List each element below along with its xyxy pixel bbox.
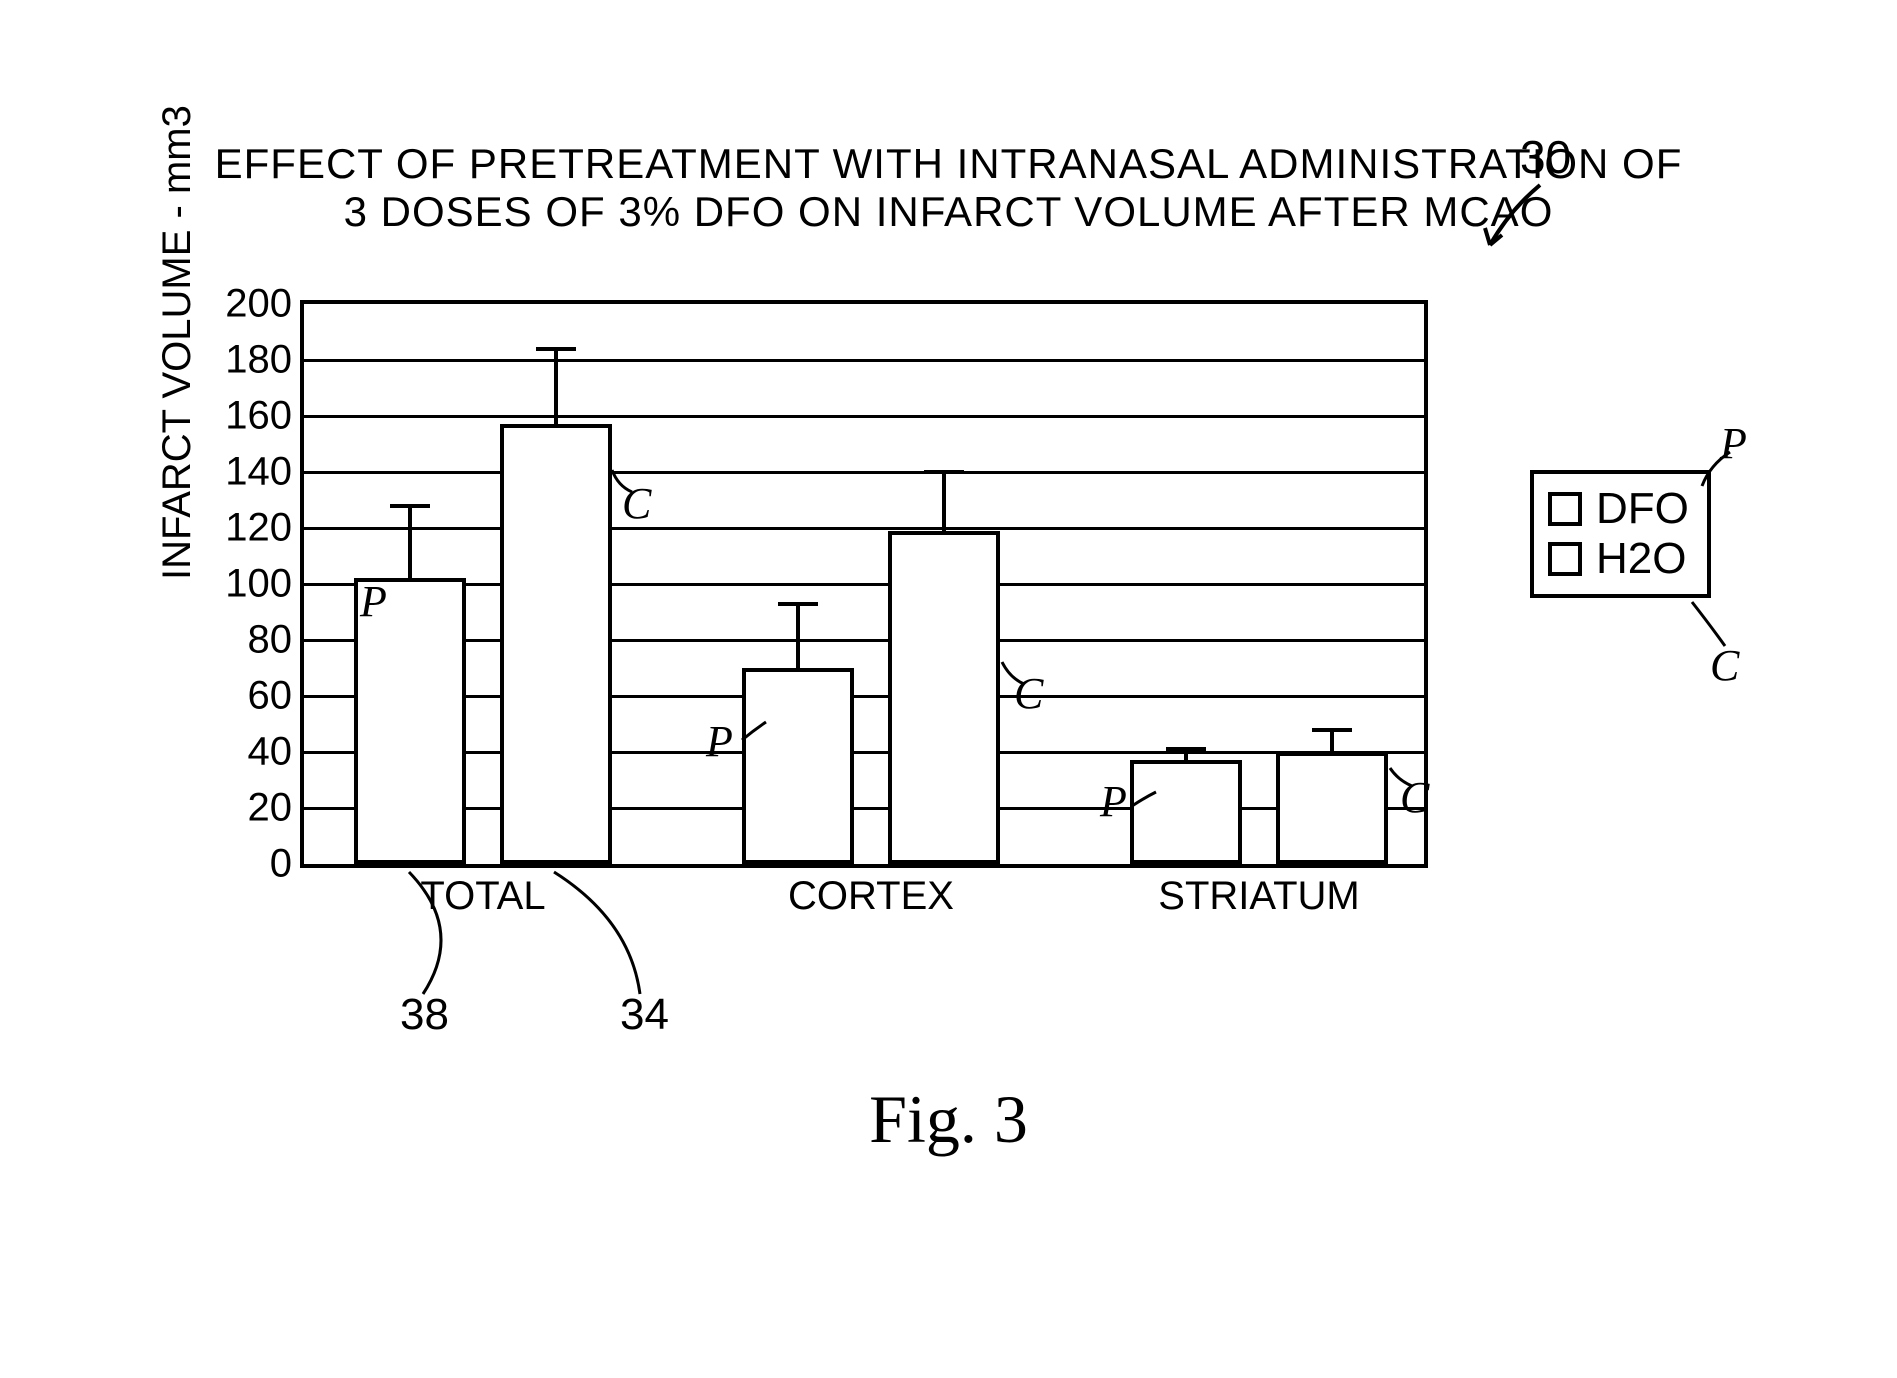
error-bar bbox=[1330, 730, 1334, 752]
lead-line bbox=[610, 468, 640, 498]
lead-line bbox=[740, 720, 770, 750]
gridline bbox=[304, 807, 1424, 810]
error-bar bbox=[796, 604, 800, 668]
bar-cortex-dfo bbox=[742, 668, 854, 864]
bar-striatum-h2o bbox=[1276, 752, 1388, 864]
gridline bbox=[304, 359, 1424, 362]
figure-caption: Fig. 3 bbox=[0, 1080, 1897, 1159]
gridline bbox=[304, 527, 1424, 530]
legend-item-dfo: DFO bbox=[1548, 484, 1689, 534]
legend: DFO H2O bbox=[1530, 470, 1711, 598]
y-tick-label: 160 bbox=[225, 394, 304, 439]
x-category-label: STRIATUM bbox=[1158, 864, 1359, 919]
lead-line bbox=[1690, 600, 1750, 650]
gridline bbox=[304, 471, 1424, 474]
bar-total-h2o bbox=[500, 424, 612, 864]
lead-line bbox=[550, 870, 670, 1000]
bar-cortex-h2o bbox=[888, 531, 1000, 864]
y-tick-label: 80 bbox=[248, 618, 305, 663]
annotation-p: P bbox=[360, 576, 387, 627]
error-bar-cap bbox=[536, 347, 576, 351]
figure-page: EFFECT OF PRETREATMENT WITH INTRANASAL A… bbox=[0, 0, 1897, 1378]
lead-line bbox=[1130, 790, 1160, 816]
lead-line bbox=[1000, 660, 1030, 690]
y-tick-label: 100 bbox=[225, 562, 304, 607]
chart-plot-area: 020406080100120140160180200TOTALCORTEXST… bbox=[300, 300, 1428, 868]
annotation-p: P bbox=[1100, 776, 1127, 827]
y-tick-label: 20 bbox=[248, 786, 305, 831]
y-tick-label: 60 bbox=[248, 674, 305, 719]
error-bar-cap bbox=[924, 470, 964, 474]
gridline bbox=[304, 751, 1424, 754]
error-bar-cap bbox=[778, 602, 818, 606]
error-bar bbox=[942, 472, 946, 531]
title-line-1: EFFECT OF PRETREATMENT WITH INTRANASAL A… bbox=[0, 140, 1897, 188]
legend-swatch-icon bbox=[1548, 492, 1582, 526]
error-bar bbox=[408, 506, 412, 579]
error-bar-cap bbox=[1312, 728, 1352, 732]
y-tick-label: 200 bbox=[225, 282, 304, 327]
y-tick-label: 40 bbox=[248, 730, 305, 775]
lead-line bbox=[1700, 450, 1760, 490]
x-category-label: CORTEX bbox=[788, 864, 954, 919]
gridline bbox=[304, 583, 1424, 586]
legend-swatch-icon bbox=[1548, 542, 1582, 576]
reference-number-30: 30 bbox=[1520, 130, 1571, 184]
y-axis-label: INFARCT VOLUME - mm3 bbox=[155, 105, 200, 580]
y-tick-label: 140 bbox=[225, 450, 304, 495]
lead-line bbox=[405, 870, 485, 1000]
legend-label-dfo: DFO bbox=[1596, 484, 1689, 534]
y-tick-label: 180 bbox=[225, 338, 304, 383]
gridline bbox=[304, 639, 1424, 642]
reference-arrow-30 bbox=[1480, 180, 1560, 260]
y-tick-label: 0 bbox=[270, 842, 304, 887]
error-bar-cap bbox=[1166, 747, 1206, 751]
y-tick-label: 120 bbox=[225, 506, 304, 551]
legend-item-h2o: H2O bbox=[1548, 534, 1689, 584]
error-bar bbox=[554, 349, 558, 425]
annotation-p: P bbox=[706, 716, 733, 767]
error-bar-cap bbox=[390, 504, 430, 508]
legend-label-h2o: H2O bbox=[1596, 534, 1686, 584]
gridline bbox=[304, 415, 1424, 418]
gridline bbox=[304, 695, 1424, 698]
chart-title: EFFECT OF PRETREATMENT WITH INTRANASAL A… bbox=[0, 140, 1897, 236]
lead-line bbox=[1388, 766, 1418, 792]
title-line-2: 3 DOSES OF 3% DFO ON INFARCT VOLUME AFTE… bbox=[0, 188, 1897, 236]
